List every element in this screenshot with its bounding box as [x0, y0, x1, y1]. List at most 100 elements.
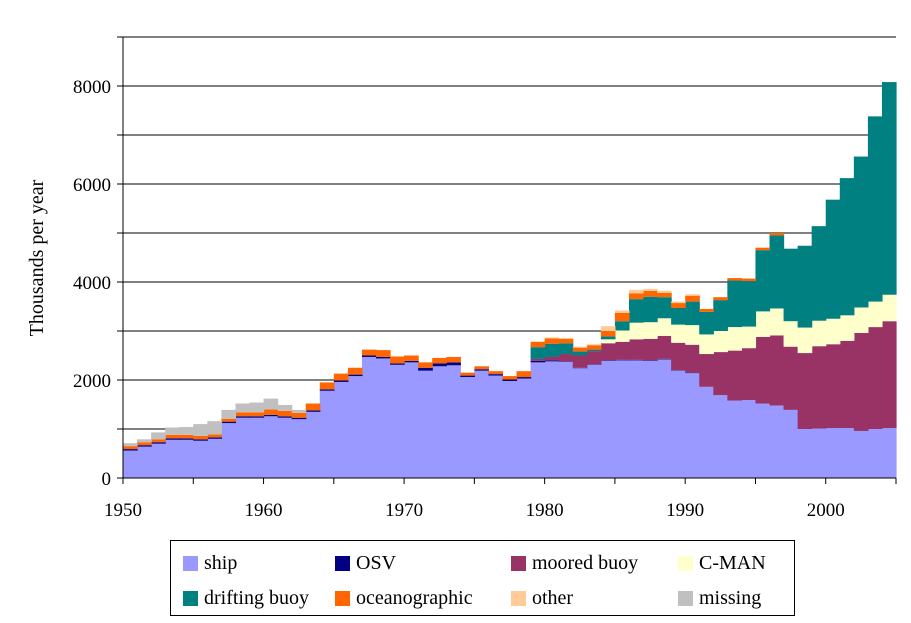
area-segment [713, 395, 728, 478]
area-segment [685, 294, 700, 296]
x-tick-label: 2000 [807, 500, 845, 521]
area-segment [544, 356, 560, 361]
area-segment [544, 337, 560, 339]
series-C-MAN [600, 294, 897, 355]
area-steps [123, 82, 897, 478]
legend-label: drifting buoy [204, 586, 309, 609]
area-segment [628, 289, 644, 294]
area-segment [755, 247, 771, 251]
area-segment [530, 347, 546, 359]
area-segment [179, 439, 194, 478]
area-segment [123, 450, 138, 478]
area-segment [502, 376, 518, 380]
area-segment [614, 310, 630, 313]
gridlines [123, 36, 896, 430]
area-segment [193, 435, 208, 440]
legend-item-C-MAN: C-MAN [678, 551, 766, 575]
area-segment [797, 429, 813, 478]
area-segment [446, 356, 461, 363]
area-segment [825, 199, 841, 319]
area-segment [839, 315, 855, 341]
area-segment [151, 432, 166, 440]
area-segment [502, 379, 518, 381]
area-segment [558, 354, 574, 362]
area-segment [474, 366, 490, 370]
legend-swatch [183, 555, 198, 571]
area-segment [614, 312, 630, 322]
area-segment [558, 337, 574, 339]
area-segment [347, 376, 363, 478]
x-tick-label: 1970 [385, 500, 423, 521]
legend-swatch [511, 555, 526, 571]
area-segment [881, 321, 897, 429]
legend-label: other [532, 586, 574, 609]
area-segment [165, 427, 180, 435]
area-segment [853, 430, 869, 478]
area-segment [151, 439, 166, 443]
area-segment [600, 331, 616, 337]
area-segment [530, 360, 546, 363]
area-segment [179, 438, 194, 440]
y-tick-label: 4000 [73, 273, 111, 294]
area-segment [137, 446, 152, 478]
area-segment [319, 382, 335, 390]
legend-label: C-MAN [699, 551, 766, 574]
area-segment [657, 290, 672, 293]
area-segment [755, 403, 771, 478]
area-segment [600, 360, 616, 478]
area-segment [319, 390, 335, 478]
area-segment [221, 409, 237, 419]
area-segment [530, 341, 546, 348]
area-segment [713, 331, 728, 353]
area-segment [657, 318, 672, 336]
area-segment [586, 364, 602, 478]
area-segment [474, 369, 490, 371]
area-segment [572, 347, 588, 352]
area-segment [657, 335, 672, 359]
area-segment [179, 434, 194, 439]
axes [117, 36, 897, 484]
area-segment [572, 351, 588, 356]
area-segment [685, 344, 700, 373]
area-segment [586, 345, 602, 350]
legend-item-moored-buoy: moored buoy [511, 551, 638, 575]
area-segment [404, 362, 419, 478]
area-segment [699, 334, 714, 355]
area-segment [727, 280, 742, 328]
area-segment [516, 371, 532, 378]
area-segment [193, 424, 208, 436]
area-segment [643, 360, 658, 478]
legend-label: ship [204, 551, 238, 574]
area-segment [207, 434, 222, 438]
area-segment [460, 377, 475, 478]
area-segment [235, 416, 251, 418]
area-segment [263, 409, 279, 415]
area-segment [291, 412, 307, 418]
area-segment [544, 338, 560, 344]
area-segment [263, 416, 279, 478]
area-segment [488, 375, 504, 478]
area-segment [643, 338, 658, 361]
area-segment [235, 412, 251, 417]
area-segment [657, 359, 672, 478]
series-moored-buoy [530, 321, 897, 431]
area-segment [390, 364, 405, 478]
area-segment [755, 336, 771, 404]
legend-label: OSV [356, 551, 397, 574]
area-segment [151, 442, 166, 444]
area-segment [783, 321, 799, 347]
area-segment [671, 301, 686, 304]
area-segment [699, 311, 714, 335]
area-segment [769, 308, 785, 336]
x-tick-label: 1980 [526, 500, 564, 521]
area-segment [474, 370, 490, 478]
area-segment [769, 405, 785, 478]
area-segment [432, 366, 447, 478]
area-segment [375, 358, 391, 478]
y-tick-label: 8000 [73, 77, 111, 98]
area-segment [727, 327, 742, 351]
area-segment [825, 428, 841, 478]
y-tick-label: 6000 [73, 175, 111, 196]
area-segment [614, 330, 630, 342]
